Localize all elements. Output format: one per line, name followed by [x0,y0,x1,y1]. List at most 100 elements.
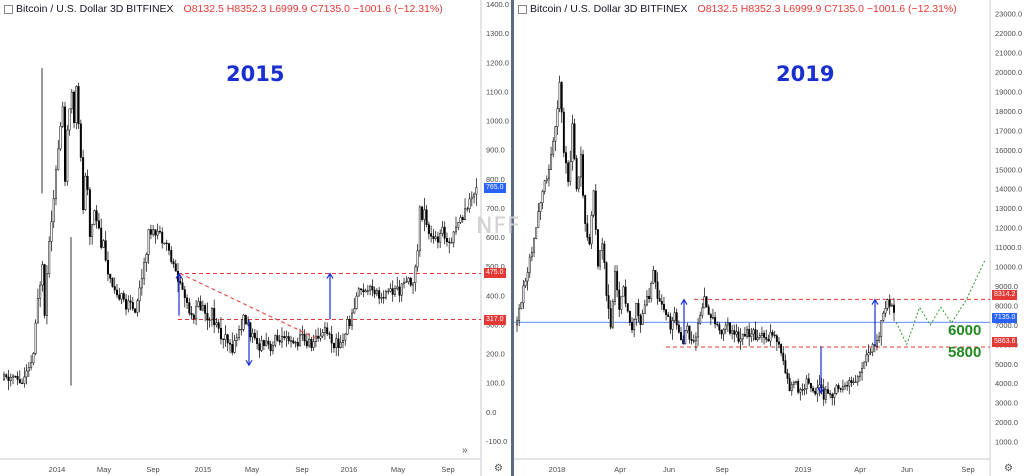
y-tick-label: 600.0 [486,233,505,242]
candle-body [748,328,751,338]
candle-body [360,288,363,290]
x-tick-label: Sep [146,465,159,474]
candle-body [260,340,263,351]
candle-body [622,286,625,297]
candle-body [545,178,548,182]
candle-body [865,354,868,363]
settings-gear-icon[interactable]: ⚙ [494,463,503,474]
candle-body [654,270,657,283]
y-tick-label: 13000.0 [995,204,1022,213]
candle-body [797,380,800,393]
candle-body [524,280,527,287]
candle-body [809,383,812,389]
chart-canvas-2019[interactable]: 1000.02000.03000.04000.05000.06000.07000… [514,0,1024,476]
candle-body [558,82,561,109]
candle-body [737,331,740,342]
x-tick-label: 2014 [49,465,66,474]
chart-canvas-2015[interactable]: -100.00.0100.0200.0300.0400.0500.0600.07… [0,0,512,476]
candle-body [269,343,272,352]
candle-body [609,308,612,328]
x-tick-label: Jun [663,465,675,474]
trend-line [179,273,319,340]
candle-body [181,282,184,290]
chart-panel-2019[interactable]: 1000.02000.03000.04000.05000.06000.07000… [476,0,1024,476]
candle-body [763,332,766,338]
candle-body [582,154,584,196]
candle-body [430,233,433,237]
candle-body [812,387,815,392]
candle-body [351,312,354,326]
candle-body [235,337,238,341]
candle-body [739,338,742,342]
candle-body [278,340,281,343]
candle-body [113,286,116,291]
candle-body [714,317,717,325]
candle-body [384,291,387,299]
candle-body [312,341,315,348]
candle-body [833,393,836,399]
candle-body [705,296,708,308]
candle-body [778,341,780,345]
candle-body [335,338,338,349]
candle-body [434,236,437,239]
candle-body [543,180,546,192]
candle-body [143,262,146,279]
candle-body [782,352,785,361]
annotation-6000: 6000 [948,322,982,339]
candle-body [344,333,347,341]
candle-body [242,314,245,330]
x-tick-label: May [391,465,405,474]
candle-body [109,273,112,279]
candle-body [32,353,35,363]
candle-body [140,278,143,289]
candle-body [412,282,415,286]
candle-body [816,387,819,395]
candle-body [690,339,693,341]
candle-body [34,322,37,354]
candle-body [526,272,529,282]
candle-body [516,320,518,326]
candle-body [801,389,804,391]
y-tick-label: 14000.0 [995,185,1022,194]
candle-body [77,86,80,125]
candle-body [805,378,808,390]
candle-body [95,210,98,221]
candle-body [224,334,227,341]
chart-panel-2015[interactable]: -100.00.0100.0200.0300.0400.0500.0600.07… [0,0,512,476]
candle-body [439,233,442,243]
settings-gear-icon[interactable]: ⚙ [1004,463,1013,474]
candle-body [871,344,874,353]
candle-body [190,312,193,316]
candle-body [699,314,702,324]
candle-body [310,339,313,348]
candle-body [599,250,602,267]
x-tick-label: 2016 [341,465,358,474]
y-tick-label: 9000.0 [995,282,1018,291]
candle-body [111,278,114,287]
candle-body [206,313,209,321]
candle-body [658,298,661,302]
up-arrow-head [680,298,688,305]
candle-body [577,176,580,190]
scroll-right-icon[interactable]: » [462,445,468,456]
candle-body [684,330,687,344]
y-tick-label: -100.0 [486,437,507,446]
panel-divider [511,0,514,476]
candle-body [556,108,559,128]
candle-body [134,308,137,313]
candle-body [656,281,659,299]
candle-body [726,322,729,326]
candle-body [852,381,855,383]
candle-body [601,243,604,251]
candle-body [393,288,396,295]
candle-body [533,238,535,253]
x-tick-label: 2019 [795,465,812,474]
candle-body [396,286,399,289]
candle-body [535,227,538,239]
candle-body [149,229,152,235]
candle-body [217,322,220,329]
candle-body [416,250,419,268]
x-tick-label: Sep [295,465,308,474]
candle-body [332,342,335,349]
candle-body [201,305,204,311]
